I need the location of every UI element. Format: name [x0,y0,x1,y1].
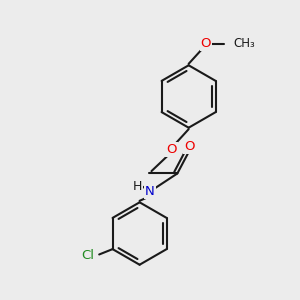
Text: O: O [184,140,194,153]
Text: Cl: Cl [81,249,94,262]
Text: H: H [133,180,142,193]
Text: O: O [166,142,177,156]
Text: N: N [145,185,155,198]
Text: O: O [201,38,211,50]
Text: CH₃: CH₃ [233,38,255,50]
